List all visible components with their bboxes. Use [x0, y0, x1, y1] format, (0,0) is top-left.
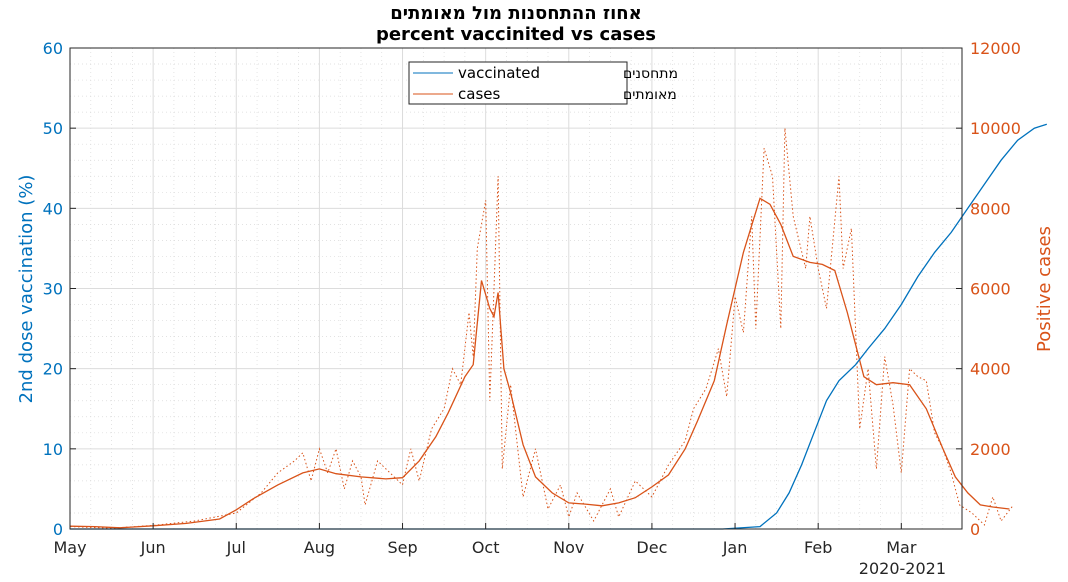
series-cases: [69, 197, 1010, 529]
x-tick-label: Oct: [472, 538, 500, 557]
x-tick-label: Dec: [636, 538, 667, 557]
legend-label-cases: cases: [458, 85, 500, 103]
x-tick-label: Aug: [304, 538, 335, 557]
y-right-tick-label: 0: [970, 520, 980, 539]
y-left-tick-label: 20: [43, 360, 63, 379]
y-right-tick-label: 2000: [970, 440, 1011, 459]
x-tick-label: Mar: [886, 538, 917, 557]
y-right-tick-label: 6000: [970, 280, 1011, 299]
series-vaccinated-line: [70, 123, 1047, 530]
year-label: 2020-2021: [859, 559, 946, 578]
y-left-tick-label: 0: [53, 520, 63, 539]
x-axis: May Jun Jul Aug Sep Oct Nov Dec Jan Feb Mar: [53, 523, 917, 557]
left-axis: 0 10 20 30 40 50 60: [43, 39, 76, 539]
y-right-tick-label: 12000: [970, 39, 1021, 58]
chart-title: אחוז ההתחסנות מול מאומתים: [390, 3, 641, 24]
y-left-tick-label: 40: [43, 199, 63, 218]
x-tick-label: Sep: [387, 538, 417, 557]
series-cases-line: [69, 197, 1010, 529]
major-grid: [70, 48, 962, 529]
x-tick-label: Feb: [804, 538, 832, 557]
series-cases-daily: [69, 128, 1014, 529]
legend-label-vaccinated-hebrew: מתחסנים: [623, 66, 678, 82]
legend: vaccinated מתחסנים cases מאומתים: [408, 61, 678, 105]
legend-label-vaccinated: vaccinated: [458, 64, 540, 82]
y-left-label: 2nd dose vaccination (%): [16, 175, 37, 404]
chart-subtitle: percent vaccinited vs cases: [376, 24, 656, 45]
legend-label-cases-hebrew: מאומתים: [623, 87, 677, 103]
y-right-tick-label: 10000: [970, 119, 1021, 138]
y-right-tick-label: 8000: [970, 199, 1011, 218]
right-axis: 0 2000 4000 6000 8000 10000 12000: [956, 39, 1021, 539]
series-vaccinated: [70, 123, 1047, 530]
legend-box: [408, 61, 628, 105]
y-left-tick-label: 60: [43, 39, 63, 58]
x-tick-label: Jul: [226, 538, 246, 557]
y-left-tick-label: 30: [43, 280, 63, 299]
x-tick-label: May: [53, 538, 86, 557]
y-left-tick-label: 50: [43, 119, 63, 138]
x-tick-label: Nov: [553, 538, 584, 557]
y-right-tick-label: 4000: [970, 360, 1011, 379]
series-cases-daily-line: [69, 128, 1014, 529]
x-tick-label: Jan: [722, 538, 748, 557]
y-left-tick-label: 10: [43, 440, 63, 459]
y-right-label: Positive cases: [1034, 226, 1055, 352]
x-tick-label: Jun: [140, 538, 166, 557]
